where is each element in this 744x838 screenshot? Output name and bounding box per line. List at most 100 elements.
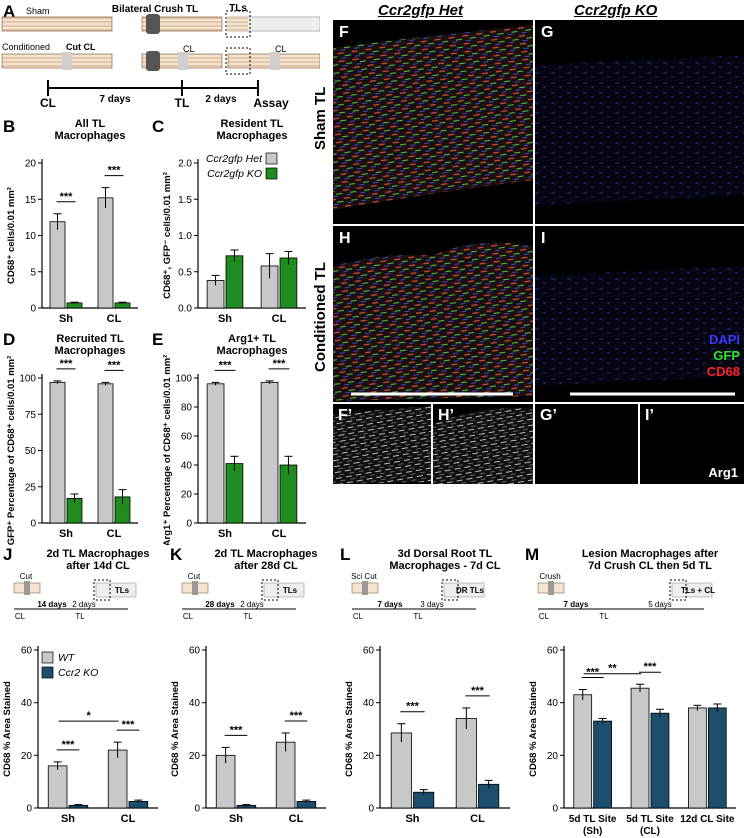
bar (573, 694, 593, 809)
legend-label: Ccr2gfp KO (207, 168, 262, 180)
sig-label: *** (60, 358, 74, 370)
bar (47, 765, 68, 809)
sig-label: ** (608, 663, 617, 675)
micrograph-letter-i-prime: I’ (645, 407, 654, 424)
y-tick-label: 80 (181, 403, 193, 414)
sig-label: *** (644, 661, 658, 673)
sig-label: * (86, 710, 91, 722)
legend-label: Ccr2 KO (58, 667, 98, 679)
bar (107, 749, 128, 809)
row-label-sham: Sham TL (312, 86, 329, 150)
y-axis-label: CD68 % Area Stained (170, 681, 181, 777)
bar (650, 712, 670, 809)
micrograph-g: G (535, 20, 744, 224)
y-tick-label: 0 (30, 519, 36, 530)
sig-label: *** (60, 191, 74, 203)
y-tick-label: 60 (181, 432, 193, 443)
sig-label: *** (122, 719, 136, 731)
micrograph-letter-g: G (541, 24, 554, 41)
bar (114, 302, 131, 309)
chart-title-line: Recruited TL (56, 333, 124, 345)
tissue-h-prime (433, 408, 533, 484)
y-axis-label: CD68 % Area Stained (344, 681, 355, 777)
x-tick-label: Sh (218, 313, 232, 325)
y-tick-label: 0 (26, 804, 32, 815)
y-tick-label: 0 (30, 304, 36, 315)
panel-letter-k: K (170, 545, 183, 564)
timeline-7days: 7 days (99, 94, 131, 105)
tissue-f-prime (333, 406, 431, 484)
bilateral-crush-label: Bilateral Crush TL (111, 4, 199, 15)
x-tick-label: CL (289, 813, 304, 825)
mini-cl-label: CL (183, 612, 194, 621)
y-tick-label: 100 (19, 374, 36, 385)
chart-title-line: after 14d CL (66, 560, 130, 572)
mini-schematic: Cut CL 14 days TL 2 days TLs (13, 572, 137, 621)
y-tick-label: 100 (175, 374, 192, 385)
x-tick-label: CL (470, 813, 485, 825)
chart-title-line: All TL (75, 118, 106, 130)
micrograph-letter-g-prime: G’ (540, 407, 557, 424)
y-tick-label: 0 (368, 804, 374, 815)
mini-box (261, 579, 279, 601)
mini-tls-label: TLs (115, 586, 130, 595)
y-tick-label: 0 (186, 519, 192, 530)
y-tick-label: 20 (189, 751, 201, 762)
x-tick-label: CL (272, 313, 287, 325)
x-tick-label: 5d TL Site (626, 814, 674, 825)
y-tick-label: 25 (25, 482, 37, 493)
y-tick-label: 20 (181, 490, 193, 501)
mini-tls-label: TLs (283, 586, 298, 595)
mini-tl-label: TL (243, 612, 253, 621)
mini-lesion (548, 581, 554, 595)
bar (275, 741, 296, 809)
mini-cl-label: CL (15, 612, 26, 621)
legend-gfp: GFP (713, 348, 740, 363)
tls-label: TLs (229, 3, 247, 14)
arg1-label: Arg1 (708, 465, 738, 480)
panel-letter-b: B (3, 117, 16, 136)
bar (97, 197, 114, 309)
micrograph-g-prime: G’ (535, 404, 638, 484)
tissue-h (333, 242, 533, 401)
y-tick-label: 1.0 (178, 231, 192, 242)
mini-nerve (443, 582, 485, 598)
mini-cut-label: Crush (539, 572, 560, 581)
sham-label: Sham (26, 6, 50, 16)
panel-letter-e: E (152, 330, 164, 349)
sig-label: *** (586, 667, 600, 679)
sig-label: *** (108, 165, 122, 177)
column-label-het: Ccr2gfp Het (378, 2, 464, 19)
y-tick-label: 15 (25, 195, 37, 206)
mini-days1: 14 days (37, 600, 67, 609)
tissue-f (333, 25, 533, 210)
micrograph-letter-h: H (339, 230, 351, 247)
mini-schematic: Sci Cut CL 7 days TL 3 days DR TLs (351, 572, 484, 621)
y-tick-label: 10 (25, 231, 37, 242)
chart-title-line: 2d TL Macrophages (214, 548, 317, 560)
chart-title-line: Macrophages (217, 130, 288, 142)
bar (49, 221, 66, 309)
panel-letter-m: M (525, 545, 540, 564)
tissue-i (535, 266, 744, 396)
mini-box (441, 579, 459, 601)
chart-title-line: after 28d CL (234, 560, 298, 572)
color-legend: DAPI GFP CD68 (707, 332, 740, 380)
mini-cl-label: CL (353, 612, 364, 621)
y-tick-label: 60 (189, 646, 201, 657)
mini-schematic: Cut CL 28 days TL 2 days TLs (181, 572, 305, 621)
x-tick-label: (CL) (640, 826, 660, 837)
chart-title-line: 2d TL Macrophages (46, 548, 149, 560)
mini-days2: 3 days (420, 600, 444, 609)
mini-cut-label: Cut (188, 572, 201, 581)
micrograph-letter-i: I (541, 230, 546, 247)
sig-label: *** (219, 359, 233, 371)
mini-tl-label: TL (413, 612, 423, 621)
bar (49, 381, 66, 524)
row-label-conditioned: Conditioned TL (312, 262, 329, 372)
chart-title-line: Resident TL (221, 118, 284, 130)
mini-schematic: Crush CL 7 days TL 5 days TLs + CL (537, 572, 715, 621)
mini-days2: 2 days (72, 600, 96, 609)
